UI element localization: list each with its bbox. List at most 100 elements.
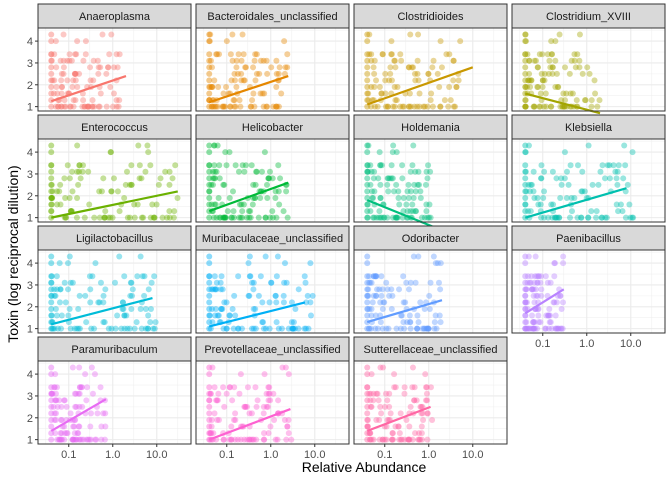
data-point <box>61 397 68 404</box>
data-point <box>211 77 218 84</box>
data-point <box>230 97 237 104</box>
data-point <box>368 168 375 175</box>
data-point <box>365 90 372 97</box>
data-point <box>223 38 230 45</box>
data-point <box>525 273 532 280</box>
data-point <box>436 83 443 90</box>
data-point <box>66 51 73 58</box>
data-point <box>48 194 55 201</box>
data-point <box>211 273 218 280</box>
data-point <box>534 279 541 286</box>
data-point <box>220 90 227 97</box>
data-point <box>522 38 529 45</box>
data-point <box>574 214 581 221</box>
data-point <box>427 97 434 104</box>
data-point <box>159 214 166 221</box>
data-point <box>534 325 541 332</box>
data-point <box>418 436 425 443</box>
trend-line <box>51 190 178 219</box>
data-point <box>574 162 581 169</box>
data-point <box>206 103 213 110</box>
data-point <box>382 390 389 397</box>
data-point <box>556 31 563 38</box>
data-point <box>380 214 387 221</box>
data-point <box>226 312 233 319</box>
data-point <box>211 410 218 417</box>
data-point <box>278 90 285 97</box>
data-point <box>81 103 88 110</box>
data-point <box>407 319 414 326</box>
data-point <box>606 162 613 169</box>
data-point <box>425 325 432 332</box>
data-point <box>410 208 417 215</box>
data-point <box>391 371 398 378</box>
panel-border <box>37 249 192 334</box>
data-point <box>551 214 558 221</box>
data-point <box>568 194 575 201</box>
data-point <box>113 97 120 104</box>
x-tick-label: 10.0 <box>462 449 483 461</box>
data-point <box>55 103 62 110</box>
data-point <box>222 103 229 110</box>
data-point <box>364 149 371 156</box>
data-point <box>378 273 385 280</box>
data-point <box>229 57 236 64</box>
data-point <box>282 64 289 71</box>
data-point <box>231 70 238 77</box>
data-point <box>274 253 281 260</box>
data-point <box>365 292 372 299</box>
data-point <box>364 397 371 404</box>
data-point <box>535 201 542 208</box>
data-point <box>137 305 144 312</box>
data-point <box>546 305 553 312</box>
data-point <box>388 38 395 45</box>
data-point <box>375 175 382 182</box>
data-point <box>390 103 397 110</box>
data-point <box>97 64 104 71</box>
data-point <box>128 305 135 312</box>
data-point <box>215 416 222 423</box>
data-point <box>206 38 213 45</box>
data-point <box>284 214 291 221</box>
data-point <box>527 208 534 215</box>
data-point <box>414 70 421 77</box>
data-point <box>105 64 112 71</box>
data-point <box>433 325 440 332</box>
data-point <box>364 416 371 423</box>
data-point <box>385 188 392 195</box>
data-point <box>53 188 60 195</box>
data-point <box>522 194 529 201</box>
data-point <box>53 273 60 280</box>
data-point <box>214 51 221 58</box>
data-point <box>84 103 91 110</box>
data-point <box>420 325 427 332</box>
data-point <box>123 168 130 175</box>
data-point <box>576 64 583 71</box>
data-point <box>536 51 543 58</box>
data-point <box>269 208 276 215</box>
data-point <box>74 83 81 90</box>
facet-strip-label: Holdemania <box>401 122 461 134</box>
data-point <box>535 83 542 90</box>
data-point <box>48 194 55 201</box>
data-point <box>272 194 279 201</box>
data-point <box>413 397 420 404</box>
data-point <box>537 103 544 110</box>
data-point <box>71 390 78 397</box>
data-point <box>364 299 371 306</box>
data-point <box>364 286 371 293</box>
data-point <box>216 162 223 169</box>
data-point <box>206 188 213 195</box>
data-point <box>405 64 412 71</box>
data-point <box>148 279 155 286</box>
y-tick-label: 4 <box>27 36 33 48</box>
data-point <box>57 286 64 293</box>
data-point <box>214 397 221 404</box>
data-point <box>236 97 243 104</box>
data-point <box>366 31 373 38</box>
data-point <box>553 175 560 182</box>
data-point <box>392 423 399 430</box>
data-point <box>295 286 302 293</box>
data-point <box>379 436 386 443</box>
data-point <box>368 403 375 410</box>
